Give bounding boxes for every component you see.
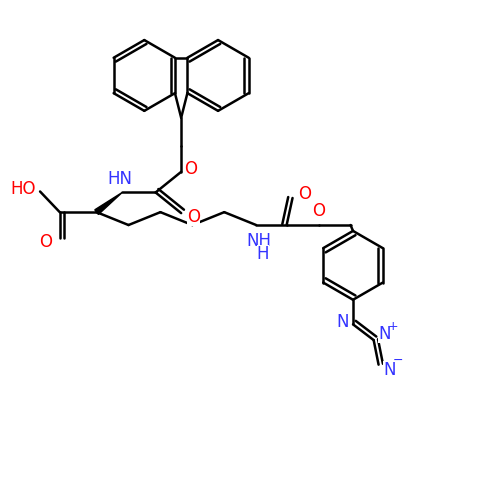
Polygon shape <box>95 192 122 214</box>
Text: HO: HO <box>10 180 36 198</box>
Text: N: N <box>383 360 396 378</box>
Text: O: O <box>298 185 312 203</box>
Text: O: O <box>187 208 200 226</box>
Text: N: N <box>336 313 348 331</box>
Text: H: H <box>257 244 270 262</box>
Text: N: N <box>378 325 390 343</box>
Text: O: O <box>40 232 52 250</box>
Text: −: − <box>393 354 404 367</box>
Text: NH: NH <box>246 232 271 250</box>
Text: O: O <box>312 202 325 220</box>
Text: HN: HN <box>108 170 132 188</box>
Text: +: + <box>388 320 398 333</box>
Text: O: O <box>184 160 198 178</box>
